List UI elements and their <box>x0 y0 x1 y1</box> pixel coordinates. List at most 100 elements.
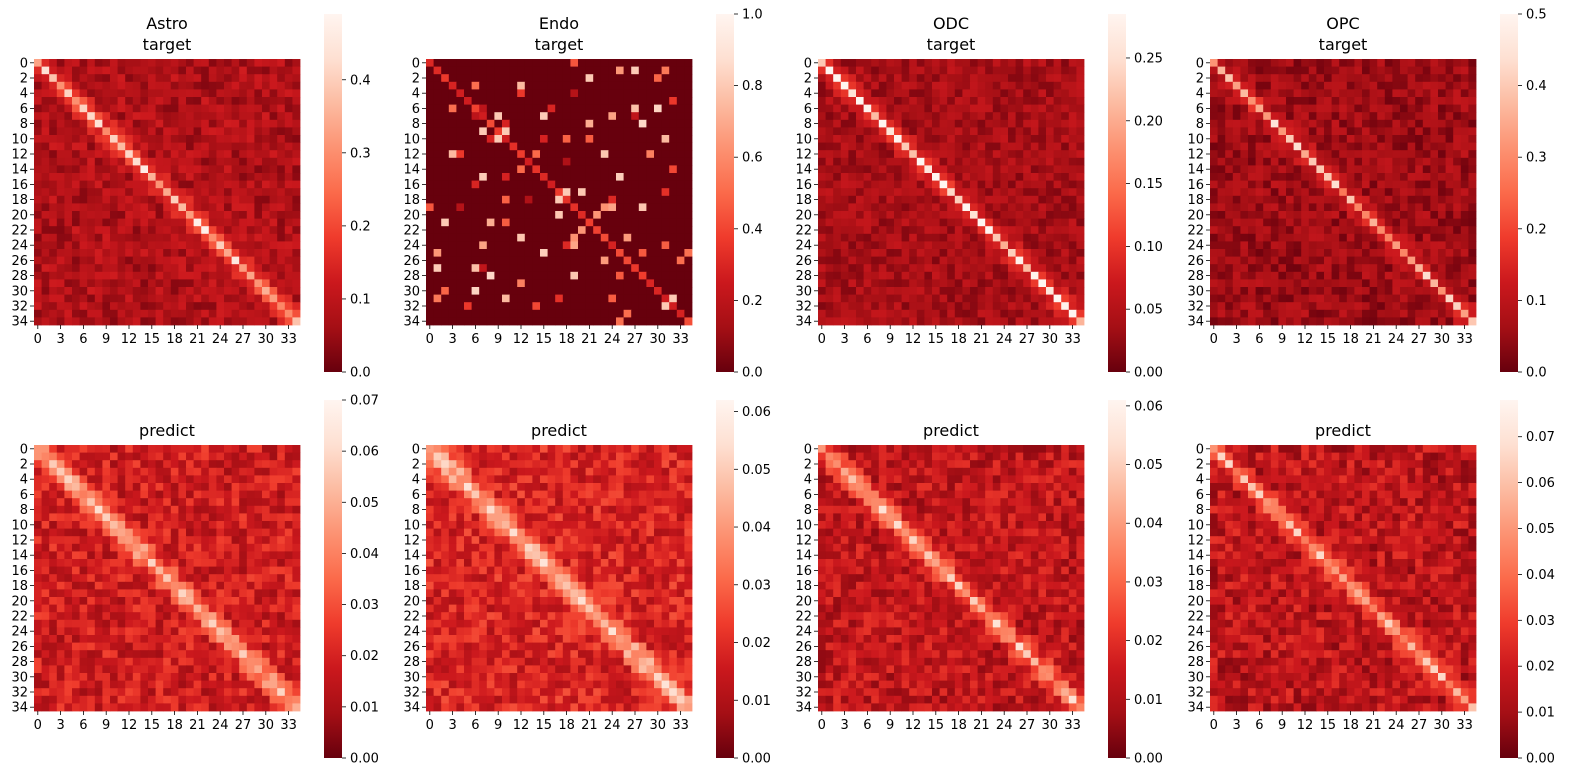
heatmap-cell <box>471 226 480 235</box>
heatmap-cell <box>570 233 579 242</box>
heatmap-cell <box>1278 66 1287 75</box>
heatmap-cell <box>471 249 480 257</box>
heatmap-cell <box>56 317 65 326</box>
heatmap-cell <box>517 279 526 288</box>
heatmap-cell <box>871 218 880 227</box>
heatmap-cell <box>863 97 872 105</box>
heatmap-cell <box>464 165 472 174</box>
heatmap-cell <box>1286 180 1294 189</box>
heatmap-cell <box>448 104 457 113</box>
heatmap-cell <box>140 256 149 265</box>
heatmap-cell <box>1346 241 1355 250</box>
heatmap-cell <box>863 104 872 113</box>
heatmap-cell <box>1278 89 1287 98</box>
heatmap-cell <box>909 279 918 288</box>
heatmap-cell <box>593 294 602 303</box>
heatmap-cell <box>1053 74 1062 83</box>
heatmap-cell <box>1384 165 1393 174</box>
heatmap-cell <box>284 233 293 242</box>
heatmap-cell <box>676 264 685 273</box>
heatmap-cell <box>254 150 263 159</box>
heatmap-cell <box>1038 112 1047 121</box>
heatmap-cell <box>1331 256 1340 265</box>
heatmap-cell <box>985 264 994 273</box>
heatmap-cell <box>1053 135 1062 143</box>
heatmap-cell <box>1270 157 1279 166</box>
heatmap-cell <box>1068 195 1077 204</box>
heatmap-cell <box>947 104 956 113</box>
heatmap-cell <box>562 112 571 121</box>
heatmap-cell <box>94 127 103 136</box>
heatmap-cell <box>34 119 42 128</box>
heatmap-cell <box>962 173 971 181</box>
heatmap-cell <box>954 104 963 113</box>
heatmap-cell <box>1061 218 1070 227</box>
heatmap-cell <box>246 173 255 181</box>
heatmap-cell <box>87 173 96 181</box>
heatmap-cell <box>178 66 187 75</box>
heatmap-cell <box>262 241 270 250</box>
y-tick-label: 30 <box>403 284 420 299</box>
heatmap-cell <box>840 59 849 67</box>
heatmap-cell <box>825 180 834 189</box>
heatmap-cell <box>464 81 472 90</box>
heatmap-cell <box>464 271 472 280</box>
heatmap-cell <box>1255 256 1264 265</box>
heatmap-cell <box>1023 256 1032 265</box>
heatmap-cell <box>916 119 925 128</box>
heatmap-cell <box>284 195 293 204</box>
heatmap-cell <box>1248 112 1256 121</box>
heatmap-cell <box>1053 226 1062 235</box>
heatmap-cell <box>231 241 240 250</box>
heatmap-cell <box>909 317 918 326</box>
heatmap-cell <box>638 218 647 227</box>
heatmap-cell <box>840 119 849 128</box>
heatmap-cell <box>585 59 594 67</box>
colorbar-tick-label: 0.0 <box>742 366 763 381</box>
heatmap-cell <box>41 150 50 159</box>
heatmap-cell <box>954 211 963 219</box>
heatmap-cell <box>1407 89 1416 98</box>
heatmap-cell <box>1217 97 1226 105</box>
heatmap-cell <box>186 264 194 273</box>
heatmap-cell <box>1468 188 1477 197</box>
heatmap-cell <box>1000 317 1009 326</box>
heatmap-cell <box>1301 287 1310 295</box>
heatmap-cell <box>494 287 503 295</box>
heatmap-cell <box>1015 150 1024 159</box>
heatmap-cell <box>41 309 50 318</box>
heatmap-cell <box>1301 195 1310 204</box>
heatmap-cell <box>509 188 518 197</box>
heatmap-cell <box>1362 218 1370 227</box>
heatmap-cell <box>1400 104 1408 113</box>
heatmap-cell <box>441 59 450 67</box>
heatmap-cell <box>254 309 263 318</box>
heatmap-cell <box>1354 97 1363 105</box>
heatmap-cell <box>117 256 126 265</box>
heatmap-cell <box>863 195 872 204</box>
heatmap-cell <box>509 59 518 67</box>
heatmap-cell <box>669 104 678 113</box>
heatmap-cell <box>448 287 457 295</box>
heatmap-cell <box>56 81 65 90</box>
heatmap-cell <box>246 264 255 273</box>
heatmap-cell <box>1460 104 1469 113</box>
heatmap-cell <box>125 302 134 311</box>
heatmap-cell <box>448 74 457 83</box>
heatmap-cell <box>916 142 925 151</box>
heatmap-cell <box>1030 66 1039 75</box>
heatmap-cell <box>684 89 693 98</box>
heatmap-cell <box>208 119 217 128</box>
heatmap-cell <box>186 279 194 288</box>
heatmap-cell <box>848 74 857 83</box>
heatmap-cell <box>94 317 103 326</box>
heatmap-cell <box>970 119 978 128</box>
heatmap-cell <box>886 256 895 265</box>
heatmap-cell <box>676 59 685 67</box>
heatmap-cell <box>1248 97 1256 105</box>
heatmap-cell <box>555 135 564 143</box>
heatmap-cell <box>110 89 118 98</box>
heatmap-cell <box>49 203 58 212</box>
heatmap-cell <box>818 188 826 197</box>
heatmap-cell <box>1430 74 1439 83</box>
